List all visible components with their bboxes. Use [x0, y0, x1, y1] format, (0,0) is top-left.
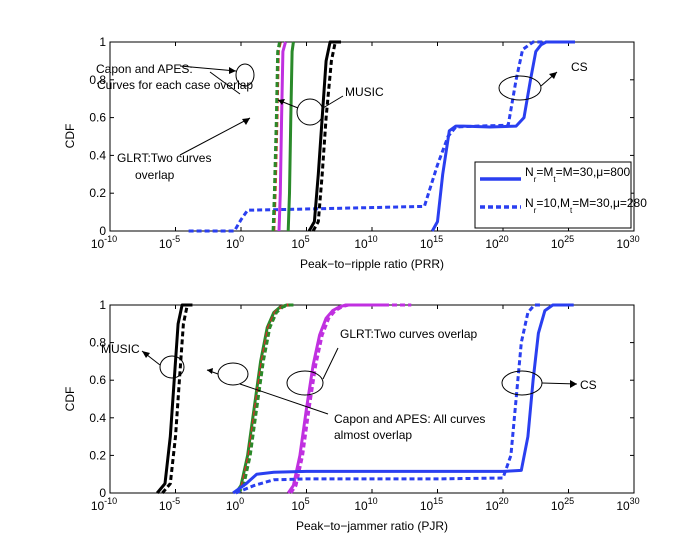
y-tick-label: 0.2	[89, 186, 106, 200]
glrt-pointer	[322, 347, 339, 380]
series-line	[156, 303, 189, 494]
x-tick-label: 10-5	[159, 496, 180, 513]
capon-pointer	[239, 383, 329, 415]
x-tick-label: 1025	[551, 496, 574, 513]
x-tick-label: 100	[226, 496, 244, 513]
legend-box	[474, 161, 632, 229]
series-line	[271, 41, 282, 232]
x-tick-label: 105	[291, 234, 309, 251]
y-tick-label: 1	[99, 298, 106, 312]
cs-annotation: CS	[571, 60, 588, 74]
pjr-cdf-panel: 10-10 10-5 100 105 1010 1015 1020 1025 103000.20…	[63, 298, 640, 533]
prr-series	[188, 40, 575, 233]
prr-cdf-panel: 10-10 10-5 100 105 1010 1015 1020 1025 103000.20…	[63, 35, 647, 271]
y-tick-label: 0.4	[89, 411, 106, 425]
prr-x-axis-label: Peak−to−ripple ratio (PRR)	[300, 257, 444, 271]
capon-arrowhead	[229, 67, 236, 74]
pjr-x-axis-label: Peak−to−jammer ratio (PJR)	[296, 519, 448, 533]
x-tick-label: 1030	[616, 496, 639, 513]
music-pointer	[322, 95, 344, 109]
glrt-annotation: GLRT:Two curves overlap	[340, 327, 477, 341]
x-tick-label: 1015	[420, 496, 443, 513]
cs-ellipse	[498, 75, 542, 101]
x-tick-label: 1010	[354, 234, 377, 251]
glrt-arrow	[179, 117, 251, 156]
glrt-annotation-line1: GLRT:Two curves	[117, 151, 211, 165]
cs-annotation: CS	[580, 378, 597, 392]
music-annotation: MUSIC	[345, 85, 384, 99]
y-tick-label: 0.4	[89, 148, 106, 162]
series-line	[237, 303, 296, 494]
x-tick-label: 1020	[485, 234, 508, 251]
y-tick-label: 0	[99, 486, 106, 500]
prr-legend: Nr=Mt=M=30,μ=800 Nr=10,Mt=M=30,μ=280	[474, 161, 647, 229]
capon-ellipse	[217, 362, 249, 386]
glrt-ellipse	[286, 370, 324, 396]
y-tick-label: 1	[99, 35, 106, 49]
capon-ellipse	[235, 63, 255, 87]
pjr-y-axis-label: CDF	[63, 387, 77, 412]
x-tick-label: 105	[291, 496, 309, 513]
cs-arrowhead	[549, 72, 557, 79]
series-line	[277, 41, 287, 232]
x-tick-label: 1020	[485, 496, 508, 513]
capon-arrowhead	[207, 368, 213, 374]
capon-annotation-line1: Capon and APES:	[96, 62, 193, 76]
x-tick-label: 100	[226, 234, 244, 251]
x-tick-label: 1015	[420, 234, 443, 251]
capon-annotation-line2: Curves for each case overlap	[97, 78, 253, 92]
capon-arrow	[179, 65, 237, 72]
series-line	[235, 303, 543, 495]
music-arrowhead	[278, 99, 285, 105]
cs-arrowhead	[570, 380, 577, 388]
x-tick-label: 10-5	[159, 234, 180, 251]
capon-pointer	[209, 71, 241, 95]
x-tick-label: 1025	[551, 234, 574, 251]
pjr-annotations: MUSIC GLRT:Two curves overlap Capon and …	[101, 327, 597, 442]
series-line	[286, 41, 295, 232]
x-tick-label: 1010	[354, 496, 377, 513]
capon-annotation-line1: Capon and APES: All curves	[334, 412, 485, 426]
glrt-annotation-line2: overlap	[135, 168, 175, 182]
y-tick-label: 0.8	[89, 336, 106, 350]
series-line	[307, 40, 337, 232]
series-line	[289, 303, 412, 494]
cs-ellipse	[501, 370, 543, 396]
y-tick-label: 0.2	[89, 448, 106, 462]
y-tick-label: 0.6	[89, 373, 106, 387]
series-line	[311, 40, 342, 232]
glrt-arrowhead	[242, 118, 250, 125]
capon-annotation-line2: almost overlap	[334, 428, 412, 442]
y-tick-label: 0.8	[89, 73, 106, 87]
pjr-series	[156, 303, 574, 495]
series-line	[232, 303, 574, 495]
music-arrowhead	[142, 351, 150, 358]
music-annotation: MUSIC	[101, 342, 140, 356]
series-line	[188, 40, 549, 233]
series-line	[161, 303, 194, 494]
prr-y-axis-label: CDF	[63, 124, 77, 149]
prr-annotations: Capon and APES: Curves for each case ove…	[96, 60, 588, 182]
y-tick-label: 0	[99, 224, 106, 238]
music-ellipse	[296, 98, 324, 126]
y-tick-label: 0.6	[89, 111, 106, 125]
x-tick-label: 1030	[616, 234, 639, 251]
music-ellipse	[159, 355, 185, 379]
